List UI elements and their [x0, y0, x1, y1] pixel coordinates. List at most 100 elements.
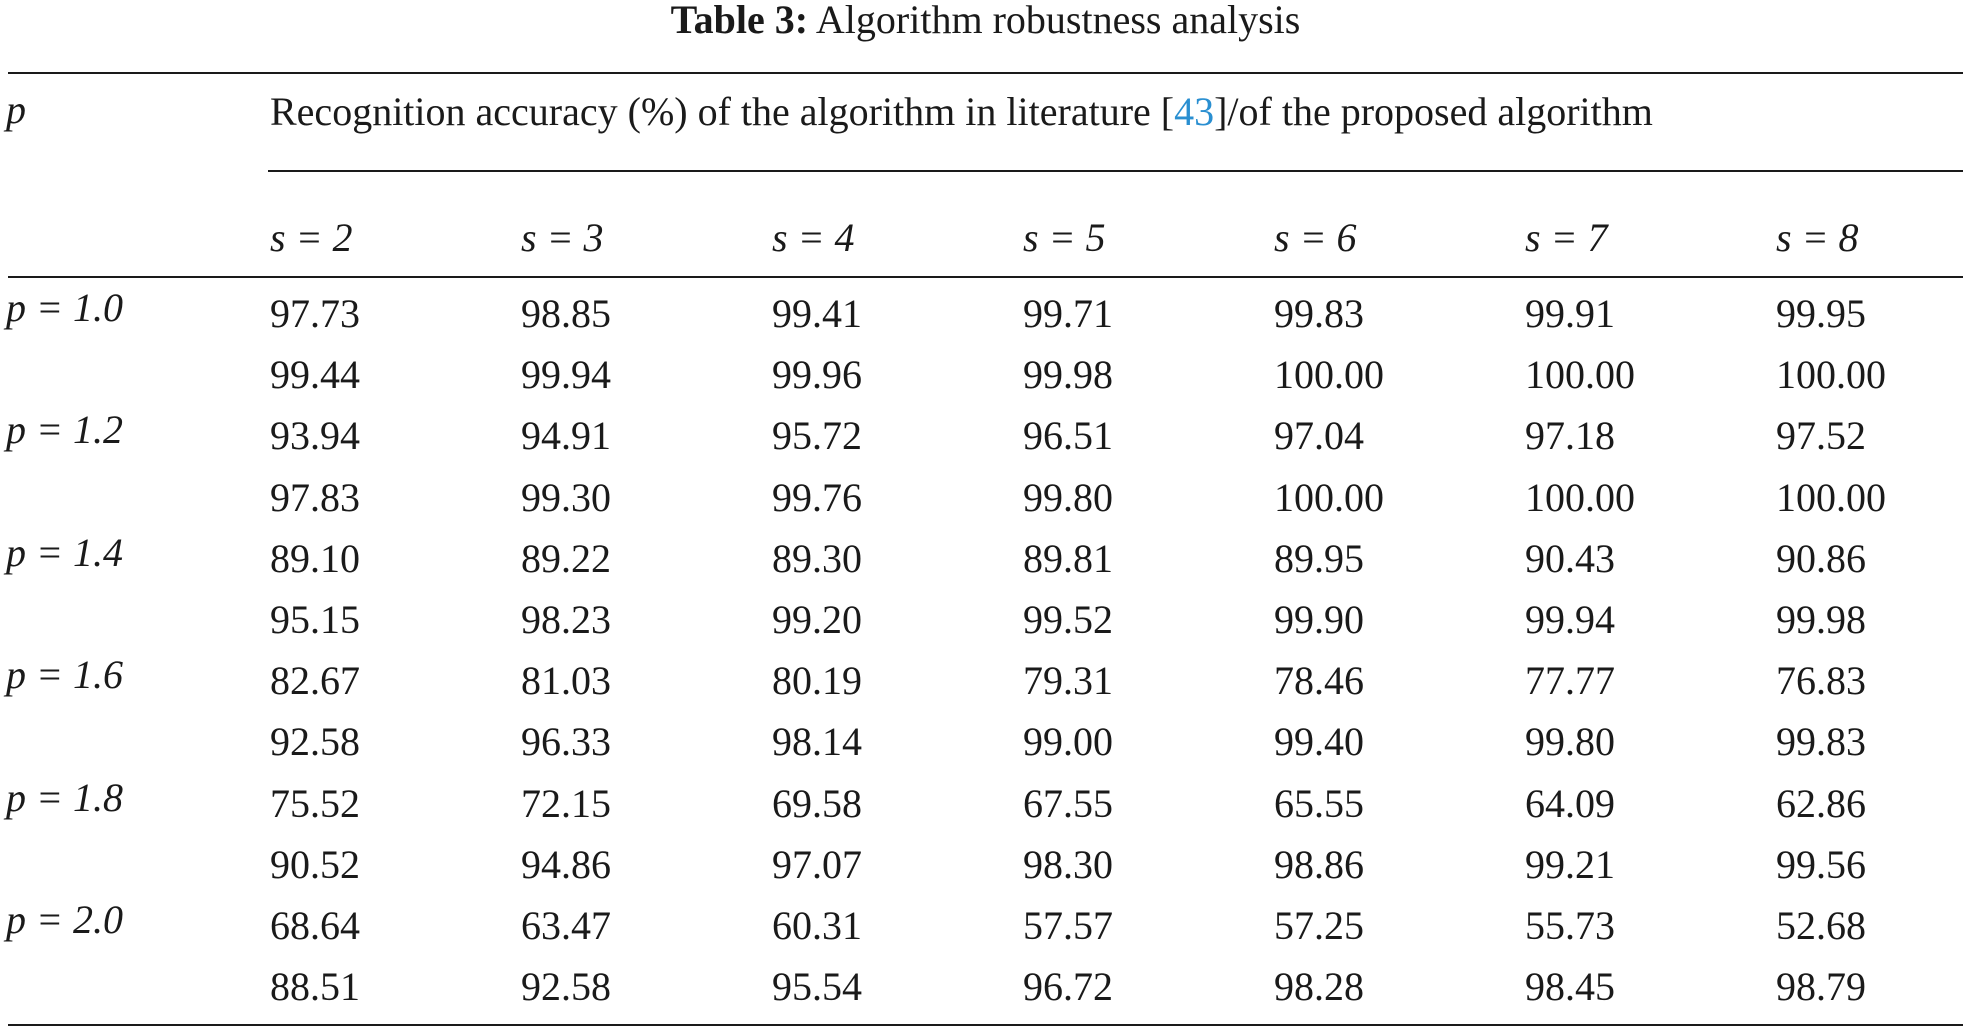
table-cell-literature: 68.64 — [270, 903, 360, 948]
table-cell-proposed: 92.58 — [270, 719, 360, 765]
table-cell-proposed: 88.51 — [270, 964, 360, 1010]
table-cell-literature: 89.30 — [772, 535, 862, 581]
table-cell-proposed: 96.33 — [521, 719, 611, 765]
table-cell-literature: 89.95 — [1274, 535, 1364, 581]
table-cell-literature: 97.52 — [1776, 413, 1866, 459]
spanning-header-text-after: ]/of the proposed algorithm — [1214, 89, 1653, 134]
table-cell-literature: 98.85 — [521, 291, 611, 336]
table-cell-literature: 97.73 — [270, 291, 360, 336]
table-cell-literature: 62.86 — [1776, 780, 1866, 826]
table-cell-proposed: 99.21 — [1525, 841, 1615, 887]
table-cell-proposed: 97.83 — [270, 474, 360, 520]
table-cell-literature: 97.04 — [1274, 413, 1364, 459]
table-cell-proposed: 100.00 — [1776, 352, 1886, 398]
table-cell-literature: 79.31 — [1023, 658, 1113, 704]
table-cell-proposed: 100.00 — [1274, 352, 1384, 398]
table-cell-literature: 78.46 — [1274, 658, 1364, 704]
table-cell-literature: 90.43 — [1525, 535, 1615, 581]
table-cell-proposed: 98.23 — [521, 597, 611, 642]
column-header-s-3: s = 3 — [521, 215, 604, 260]
spanning-column-header: Recognition accuracy (%) of the algorith… — [270, 88, 1653, 136]
table-cell-proposed: 100.00 — [1274, 474, 1384, 520]
table-cell-literature: 64.09 — [1525, 780, 1615, 826]
table-cell-literature: 89.22 — [521, 535, 611, 581]
row-label-p: p = 1.2 — [6, 407, 123, 453]
table-cell-literature: 52.68 — [1776, 903, 1866, 948]
bottom-rule — [8, 1024, 1963, 1026]
row-label-p: p = 1.8 — [6, 774, 123, 820]
column-header-s-7: s = 7 — [1525, 215, 1608, 260]
table-cell-proposed: 99.98 — [1776, 597, 1866, 642]
table-cell-proposed: 92.58 — [521, 964, 611, 1010]
table-caption-label: Table 3: — [670, 0, 809, 42]
table-cell-literature: 93.94 — [270, 413, 360, 459]
table-cell-literature: 99.71 — [1023, 291, 1113, 336]
table-cell-literature: 75.52 — [270, 780, 360, 826]
table-cell-literature: 57.57 — [1023, 903, 1113, 948]
column-header-s-8: s = 8 — [1776, 215, 1859, 260]
table-cell-proposed: 99.80 — [1023, 474, 1113, 520]
table-cell-proposed: 99.90 — [1274, 597, 1364, 642]
column-header-s-5: s = 5 — [1023, 215, 1106, 260]
table-cell-proposed: 99.76 — [772, 474, 862, 520]
table-cell-proposed: 98.14 — [772, 719, 862, 765]
table-cell-proposed: 97.07 — [772, 841, 862, 887]
table-cell-proposed: 98.45 — [1525, 964, 1615, 1010]
table-cell-literature: 63.47 — [521, 903, 611, 948]
table-cell-proposed: 99.00 — [1023, 719, 1113, 765]
table-cell-proposed: 99.98 — [1023, 352, 1113, 398]
table-cell-proposed: 99.80 — [1525, 719, 1615, 765]
table-cell-literature: 80.19 — [772, 658, 862, 704]
header-bottom-rule — [8, 276, 1963, 278]
table-cell-literature: 77.77 — [1525, 658, 1615, 704]
row-label-p: p = 1.6 — [6, 652, 123, 698]
column-header-s-6: s = 6 — [1274, 215, 1357, 260]
table-cell-proposed: 99.44 — [270, 352, 360, 398]
table-cell-literature: 81.03 — [521, 658, 611, 704]
table-cell-proposed: 99.94 — [1525, 597, 1615, 642]
table-cell-literature: 60.31 — [772, 903, 862, 948]
row-label-p: p = 1.0 — [6, 285, 123, 330]
table-cell-proposed: 98.79 — [1776, 964, 1866, 1010]
table-cell-proposed: 99.94 — [521, 352, 611, 398]
table-caption-title: Algorithm robustness analysis — [815, 0, 1301, 42]
table-cell-literature: 90.86 — [1776, 535, 1866, 581]
table-cell-literature: 57.25 — [1274, 903, 1364, 948]
table-cell-literature: 76.83 — [1776, 658, 1866, 704]
table-cell-proposed: 98.28 — [1274, 964, 1364, 1010]
table-caption: Table 3: Algorithm robustness analysis — [0, 0, 1971, 44]
table-cell-proposed: 100.00 — [1525, 474, 1635, 520]
column-header-s-2: s = 2 — [270, 215, 353, 260]
table-cell-literature: 69.58 — [772, 780, 862, 826]
column-header-s-4: s = 4 — [772, 215, 855, 260]
table-cell-literature: 99.41 — [772, 291, 862, 336]
spanning-header-text-before: Recognition accuracy (%) of the algorith… — [270, 89, 1175, 134]
table-cell-literature: 97.18 — [1525, 413, 1615, 459]
table-cell-literature: 99.83 — [1274, 291, 1364, 336]
table-cell-proposed: 99.56 — [1776, 841, 1866, 887]
table-cell-literature: 72.15 — [521, 780, 611, 826]
spanning-header-rule — [268, 170, 1963, 172]
table-cell-proposed: 99.30 — [521, 474, 611, 520]
table-cell-proposed: 90.52 — [270, 841, 360, 887]
table-cell-proposed: 99.96 — [772, 352, 862, 398]
p-column-header: p — [6, 87, 26, 132]
table-cell-literature: 94.91 — [521, 413, 611, 459]
table-cell-proposed: 99.83 — [1776, 719, 1866, 765]
row-label-p: p = 1.4 — [6, 529, 123, 575]
table-cell-proposed: 94.86 — [521, 841, 611, 887]
table-cell-proposed: 95.54 — [772, 964, 862, 1010]
table-cell-literature: 82.67 — [270, 658, 360, 704]
table-cell-literature: 89.81 — [1023, 535, 1113, 581]
table-cell-literature: 99.91 — [1525, 291, 1615, 336]
table-cell-proposed: 95.15 — [270, 597, 360, 642]
table-cell-literature: 89.10 — [270, 535, 360, 581]
table-cell-proposed: 98.30 — [1023, 841, 1113, 887]
table-cell-literature: 99.95 — [1776, 291, 1866, 336]
citation-link-43[interactable]: 43 — [1174, 89, 1215, 134]
table-cell-proposed: 100.00 — [1776, 474, 1886, 520]
table-cell-proposed: 99.40 — [1274, 719, 1364, 765]
table-cell-literature: 65.55 — [1274, 780, 1364, 826]
table-cell-literature: 67.55 — [1023, 780, 1113, 826]
